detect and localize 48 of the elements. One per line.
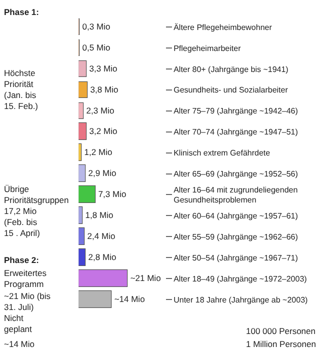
- text: Phase 2:: [4, 255, 40, 265]
- bar: [78, 269, 128, 287]
- bar: [78, 60, 87, 77]
- bar: [78, 248, 86, 266]
- text: 1 Million Personen: [246, 339, 316, 349]
- data-label: 0,5 Mio: [82, 42, 110, 53]
- bar: [78, 227, 85, 245]
- data-label: 0,3 Mio: [82, 22, 110, 32]
- bar: [78, 164, 86, 182]
- data-label: 2,9 Mio: [88, 168, 116, 178]
- y-tick-label: Alter 16–64 mit zugrundeliegenden Gesundheitsproblemen: [174, 185, 298, 205]
- data-label: 2,8 Mio: [88, 252, 116, 262]
- y-tick-label: Alter 55–59 (Jahrgänge ~1962–66): [174, 232, 298, 242]
- y-tick-label: Alter 80+ (Jahrgänge bis ~1941): [174, 64, 289, 74]
- bar: [78, 102, 84, 119]
- text: Höchste Priorität (Jan. bis 15. Feb.): [4, 68, 38, 112]
- data-label: ~14 Mio: [114, 294, 146, 304]
- y-tick-label: Alter 75–79 (Jahrgänge ~1942–46): [174, 106, 298, 116]
- y-tick-label: Pflegeheimarbeiter: [174, 44, 242, 53]
- y-tick-label: Alter 50–54 (Jahrgänge ~1967–71): [174, 253, 298, 262]
- text: ~21 Mio (bis 31. Juli): [4, 291, 51, 312]
- data-label: ~21 Mio: [130, 273, 162, 284]
- y-tick-label: Klinisch extrem Gefährdete: [174, 148, 271, 158]
- data-label: 3,2 Mio: [89, 126, 118, 136]
- data-label: 2,3 Mio: [86, 106, 114, 116]
- text: 100 000 Personen: [246, 326, 316, 336]
- data-label: 7,3 Mio: [98, 189, 126, 200]
- data-label: 2,4 Mio: [87, 231, 116, 242]
- bar: [78, 122, 87, 140]
- y-tick-label: Ältere Pflegeheimbewohner: [174, 22, 272, 32]
- data-label: 3,8 Mio: [90, 84, 118, 95]
- text: Übrige Prioritätsgruppen 17,2 Mio (Feb. bis 15 . April): [4, 184, 69, 238]
- text: ~14 Mio: [4, 339, 35, 349]
- data-label: 3,3 Mio: [89, 64, 118, 74]
- bar: [78, 185, 96, 203]
- data-label: 1,2 Mio: [84, 147, 112, 158]
- y-tick-label: Alter 65–69 (Jahrgänge ~1952–56): [174, 170, 298, 179]
- y-tick-label: Alter 18–49 (Jahrgänge ~1972–2003): [174, 274, 308, 284]
- bar: [78, 290, 112, 308]
- text: Erweitertes Programm: [4, 268, 47, 290]
- text: Phase 1:: [4, 7, 40, 17]
- y-tick-label: Alter 70–74 (Jahrgänge ~1947–51): [174, 128, 298, 137]
- y-tick-label: Alter 60–64 (Jahrgänge ~1957–61): [174, 211, 298, 220]
- y-tick-label: Unter 18 Jahre (Jahrgänge ab ~2003): [174, 295, 308, 304]
- y-tick-label: Gesundheits- und Sozialarbeiter: [174, 86, 288, 95]
- text: Nicht geplant: [4, 313, 33, 334]
- data-label: 1,8 Mio: [85, 210, 114, 220]
- bar: [78, 81, 88, 98]
